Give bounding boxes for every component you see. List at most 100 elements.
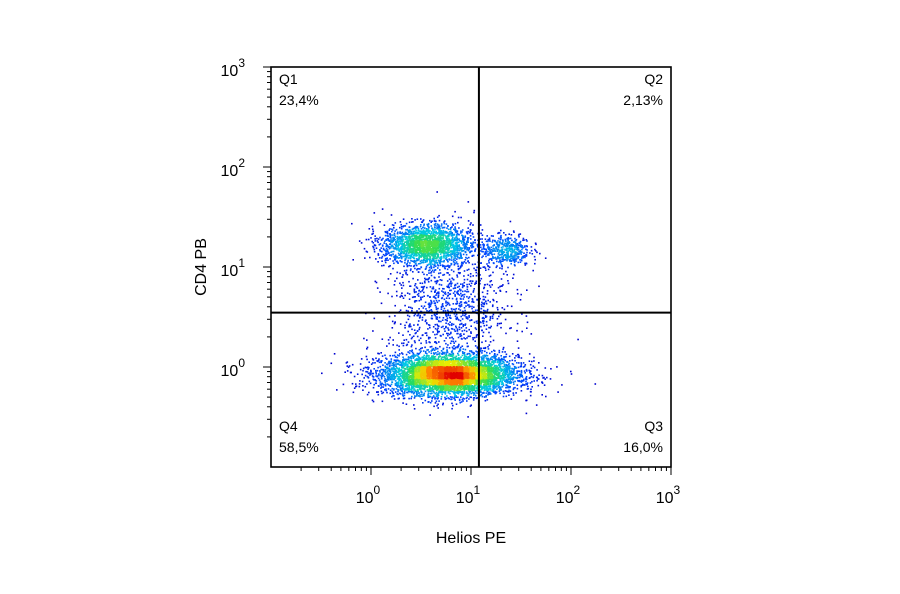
event-dot [382, 391, 385, 394]
event-dot [430, 387, 432, 390]
event-dot [431, 220, 433, 222]
event-dot [403, 235, 405, 237]
event-dot [481, 350, 484, 352]
event-dot [526, 321, 529, 324]
event-dot [413, 365, 416, 367]
event-dot [455, 253, 458, 256]
event-dot [373, 368, 375, 370]
event-dot [487, 247, 489, 249]
event-dot [418, 308, 420, 310]
event-dot [517, 370, 519, 372]
event-dot [369, 374, 371, 376]
event-dot [526, 388, 529, 390]
event-dot [526, 240, 528, 242]
event-dot [537, 378, 540, 380]
event-dot [419, 291, 422, 293]
event-dot [480, 365, 482, 367]
event-dot [408, 298, 411, 300]
event-dot [452, 240, 455, 242]
event-dot [459, 252, 462, 254]
event-dot [381, 264, 383, 267]
event-dot [378, 358, 380, 360]
event-dot [497, 383, 499, 385]
event-dot [381, 368, 384, 371]
event-dot [409, 246, 412, 248]
event-dot [486, 254, 489, 256]
event-dot [470, 332, 472, 334]
event-dot [385, 389, 388, 392]
event-dot [452, 241, 454, 244]
event-dot [433, 352, 435, 354]
event-dot [394, 304, 396, 307]
event-dot [434, 304, 437, 307]
event-dot [459, 309, 462, 311]
event-dot [511, 257, 514, 260]
event-dot [509, 375, 512, 378]
event-dot [503, 376, 505, 378]
event-dot [489, 393, 492, 395]
event-dot [402, 392, 404, 394]
event-dot [409, 269, 412, 272]
event-dot [408, 356, 411, 359]
event-dot [535, 404, 538, 406]
event-dot [393, 359, 396, 361]
event-dot [461, 247, 464, 249]
event-dot [409, 237, 412, 239]
event-dot [459, 305, 461, 308]
event-dot [463, 392, 465, 395]
event-dot [470, 238, 472, 240]
event-dot [426, 278, 428, 281]
event-dot [456, 247, 459, 250]
event-dot [471, 386, 474, 389]
event-dot [386, 358, 388, 360]
event-dot [439, 279, 442, 281]
event-dot [430, 303, 432, 306]
event-dot [406, 366, 408, 369]
event-dot [525, 380, 527, 383]
event-dot [458, 399, 461, 402]
event-dot [435, 306, 437, 308]
event-dot [407, 310, 409, 312]
event-dot [450, 332, 452, 335]
event-dot [495, 258, 497, 260]
event-dot [469, 396, 472, 398]
event-dot [450, 262, 452, 265]
event-dot [387, 339, 390, 341]
event-dot [450, 359, 453, 361]
event-dot [448, 241, 450, 244]
event-dot [379, 374, 381, 377]
event-dot [412, 231, 414, 233]
event-dot [476, 298, 478, 301]
event-dot [459, 391, 462, 393]
event-dot [473, 357, 476, 359]
event-dot [432, 331, 434, 333]
event-dot [467, 239, 469, 242]
event-dot [449, 314, 451, 317]
event-dot [432, 357, 434, 360]
event-dot [415, 255, 417, 257]
event-dot [385, 380, 388, 382]
event-dot [458, 350, 460, 353]
event-dot [505, 254, 507, 256]
event-dot [522, 366, 525, 368]
event-dot [500, 376, 503, 379]
event-dot [417, 252, 420, 255]
event-dot [432, 394, 435, 397]
event-dot [448, 324, 451, 326]
event-dot [394, 367, 396, 370]
event-dot [506, 364, 509, 367]
event-dot [381, 338, 384, 340]
event-dot [444, 253, 446, 255]
event-dot [398, 370, 400, 373]
event-dot [367, 366, 369, 368]
event-dot [405, 309, 408, 312]
event-dot [450, 331, 452, 334]
event-dot [458, 252, 460, 254]
event-dot [449, 265, 451, 267]
event-dot [502, 395, 505, 398]
event-dot [412, 260, 415, 263]
event-dot [467, 237, 470, 239]
event-dot [465, 246, 468, 248]
event-dot [418, 384, 420, 387]
event-dot [495, 246, 497, 248]
